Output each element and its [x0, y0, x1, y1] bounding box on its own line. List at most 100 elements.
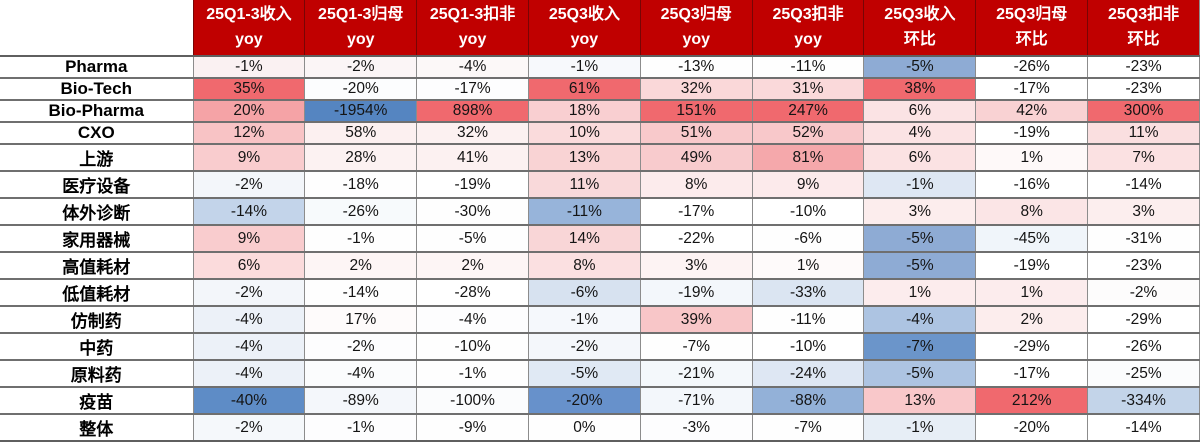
table-row-上游: 上游 9% 28% 41% 13% 49% 81% 6% 1% 7% — [0, 143, 1200, 171]
table-cell-r14-c9: -334% — [1087, 386, 1200, 414]
table-cell-r12-c4: -2% — [527, 332, 641, 360]
column-header-line1: 25Q3归母 — [660, 5, 732, 23]
table-cell-r3-c9: 300% — [1087, 99, 1200, 122]
table-cell-r5-c4: 13% — [527, 143, 641, 171]
table-row-家用器械: 家用器械 9% -1% -5% 14% -22% -6% -5% -45% -31% — [0, 224, 1200, 252]
table-cell-r2-c4: 61% — [527, 77, 641, 100]
table-cell-r10-c1: -2% — [192, 278, 305, 306]
table-cell-r3-c2: -1954% — [304, 99, 417, 122]
table-cell-r6-c2: -18% — [304, 170, 417, 198]
table-cell-r9-c3: 2% — [416, 251, 529, 279]
table-cell-r8-c1: 9% — [192, 224, 305, 252]
table-cell-r9-c1: 6% — [192, 251, 305, 279]
table-cell-r10-c3: -28% — [416, 278, 529, 306]
table-cell-r12-c3: -10% — [416, 332, 529, 360]
corner-cell — [0, 0, 193, 57]
table-cell-r9-c9: -23% — [1087, 251, 1200, 279]
table-cell-r6-c8: -16% — [975, 170, 1088, 198]
row-label: CXO — [0, 121, 194, 144]
table-cell-r7-c6: -10% — [751, 197, 864, 225]
table-cell-r1-c6: -11% — [751, 55, 864, 78]
table-cell-r7-c4: -11% — [527, 197, 641, 225]
table-cell-r12-c1: -4% — [192, 332, 305, 360]
row-label: Bio-Tech — [0, 77, 194, 100]
table-row-体外诊断: 体外诊断 -14% -26% -30% -11% -17% -10% 3% 8% 3% — [0, 197, 1200, 225]
row-label: 仿制药 — [0, 305, 194, 333]
column-header-9: 25Q3扣非 环比 — [1087, 0, 1200, 57]
table-cell-r13-c1: -4% — [192, 359, 305, 387]
table-cell-r15-c7: -1% — [863, 413, 976, 442]
table-cell-r7-c1: -14% — [192, 197, 305, 225]
table-cell-r10-c7: 1% — [863, 278, 976, 306]
table-cell-r13-c7: -5% — [863, 359, 976, 387]
table-cell-r8-c6: -6% — [751, 224, 864, 252]
table-cell-r1-c2: -2% — [304, 55, 417, 78]
table-cell-r7-c8: 8% — [975, 197, 1088, 225]
table-cell-r2-c7: 38% — [863, 77, 976, 100]
column-header-line1: 25Q3收入 — [884, 5, 956, 23]
table-cell-r5-c7: 6% — [863, 143, 976, 171]
table-cell-r3-c5: 151% — [639, 99, 753, 122]
column-header-8: 25Q3归母 环比 — [975, 0, 1088, 57]
table-cell-r6-c6: 9% — [751, 170, 864, 198]
table-cell-r4-c5: 51% — [639, 121, 753, 144]
table-cell-r8-c9: -31% — [1087, 224, 1200, 252]
table-cell-r1-c1: -1% — [192, 55, 305, 78]
table-cell-r7-c7: 3% — [863, 197, 976, 225]
table-cell-r10-c6: -33% — [751, 278, 864, 306]
table-cell-r5-c8: 1% — [975, 143, 1088, 171]
table-cell-r8-c8: -45% — [975, 224, 1088, 252]
table-cell-r4-c1: 12% — [192, 121, 305, 144]
table-cell-r2-c5: 32% — [639, 77, 753, 100]
table-cell-r12-c5: -7% — [639, 332, 753, 360]
table-cell-r12-c2: -2% — [304, 332, 417, 360]
column-header-line1: 25Q3归母 — [996, 5, 1068, 23]
row-label: 原料药 — [0, 359, 194, 387]
table-cell-r15-c4: 0% — [527, 413, 641, 442]
table-cell-r13-c9: -25% — [1087, 359, 1200, 387]
table-cell-r4-c7: 4% — [863, 121, 976, 144]
table-cell-r15-c8: -20% — [975, 413, 1088, 442]
table-cell-r4-c2: 58% — [304, 121, 417, 144]
table-cell-r3-c1: 20% — [192, 99, 305, 122]
table-cell-r8-c7: -5% — [863, 224, 976, 252]
table-cell-r15-c9: -14% — [1087, 413, 1200, 442]
table-cell-r12-c6: -10% — [751, 332, 864, 360]
table-cell-r14-c6: -88% — [751, 386, 864, 414]
table-cell-r10-c9: -2% — [1087, 278, 1200, 306]
table-cell-r13-c8: -17% — [975, 359, 1088, 387]
row-label: 体外诊断 — [0, 197, 194, 225]
column-header-5: 25Q3归母 yoy — [639, 0, 753, 57]
table-cell-r3-c8: 42% — [975, 99, 1088, 122]
table-cell-r1-c7: -5% — [863, 55, 976, 78]
table-row-高值耗材: 高值耗材 6% 2% 2% 8% 3% 1% -5% -19% -23% — [0, 251, 1200, 279]
table-cell-r11-c2: 17% — [304, 305, 417, 333]
table-cell-r14-c5: -71% — [639, 386, 753, 414]
column-header-line1: 25Q3收入 — [548, 5, 620, 23]
table-cell-r11-c8: 2% — [975, 305, 1088, 333]
table-cell-r1-c3: -4% — [416, 55, 529, 78]
table-cell-r5-c2: 28% — [304, 143, 417, 171]
column-header-4: 25Q3收入 yoy — [527, 0, 641, 57]
table-cell-r10-c4: -6% — [527, 278, 641, 306]
row-label: Pharma — [0, 55, 194, 78]
table-cell-r6-c7: -1% — [863, 170, 976, 198]
table-cell-r15-c6: -7% — [751, 413, 864, 442]
table-cell-r11-c7: -4% — [863, 305, 976, 333]
table-cell-r1-c4: -1% — [527, 55, 641, 78]
table-cell-r4-c3: 32% — [416, 121, 529, 144]
table-cell-r4-c4: 10% — [527, 121, 641, 144]
row-label: 低值耗材 — [0, 278, 194, 306]
table-row-中药: 中药 -4% -2% -10% -2% -7% -10% -7% -29% -26% — [0, 332, 1200, 360]
table-cell-r15-c2: -1% — [304, 413, 417, 442]
table-row-CXO: CXO 12% 58% 32% 10% 51% 52% 4% -19% 11% — [0, 121, 1200, 144]
table-cell-r9-c2: 2% — [304, 251, 417, 279]
column-header-2: 25Q1-3归母 yoy — [304, 0, 417, 57]
table-cell-r10-c8: 1% — [975, 278, 1088, 306]
table-cell-r13-c3: -1% — [416, 359, 529, 387]
table-cell-r15-c5: -3% — [639, 413, 753, 442]
table-cell-r9-c4: 8% — [527, 251, 641, 279]
table-row-Pharma: Pharma -1% -2% -4% -1% -13% -11% -5% -26% -23% — [0, 55, 1200, 78]
table-cell-r11-c5: 39% — [639, 305, 753, 333]
table-cell-r6-c3: -19% — [416, 170, 529, 198]
